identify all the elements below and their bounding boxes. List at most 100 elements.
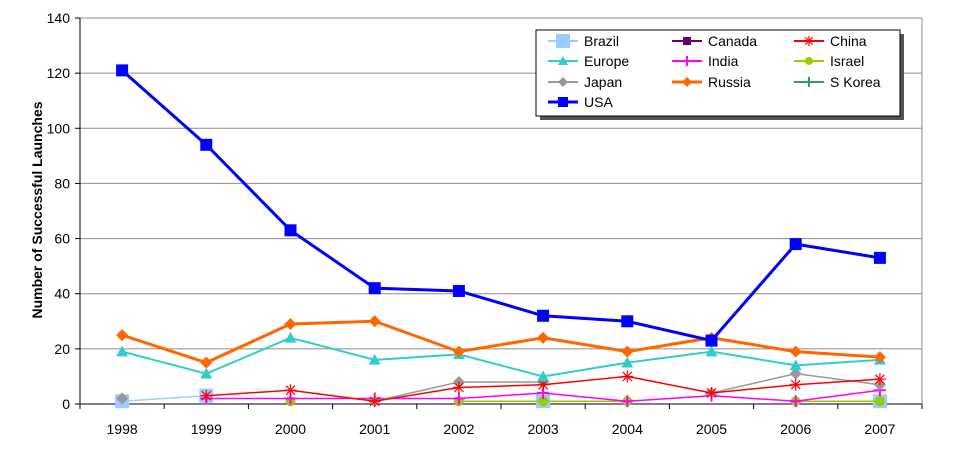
- x-tick-label: 2003: [528, 421, 559, 437]
- x-axis-ticks: 1998 1999 2000 2001 2002 2003 2004 2005 2006 2007: [79, 404, 923, 437]
- data-point-china: [368, 395, 381, 408]
- data-point-europe: [705, 345, 718, 357]
- legend-swatch-marker: [556, 34, 570, 48]
- legend-label: Canada: [708, 33, 757, 49]
- legend-label: Japan: [584, 74, 622, 90]
- legend-entry-brazil: Brazil: [548, 33, 619, 49]
- data-point-europe: [284, 331, 297, 343]
- legend-swatch-marker: [683, 37, 691, 45]
- data-point-japan: [116, 392, 129, 405]
- series-china: [200, 370, 886, 408]
- data-point-china: [452, 381, 465, 394]
- legend-label: Russia: [708, 74, 751, 90]
- y-axis-label: Number of Successful Launches: [29, 101, 45, 318]
- data-point-russia: [116, 329, 129, 342]
- legend-entry-canada: Canada: [672, 33, 757, 49]
- data-point-europe: [537, 370, 550, 382]
- data-point-europe: [200, 367, 213, 379]
- legend-swatch-marker: [682, 77, 692, 87]
- data-point-india: [621, 395, 634, 408]
- legend-swatch-marker: [558, 56, 568, 65]
- legend-swatch-marker: [558, 77, 568, 87]
- y-tick-label: 40: [54, 286, 70, 302]
- series-usa: [116, 64, 886, 347]
- legend-label: Europe: [584, 53, 629, 69]
- x-tick-label: 1999: [191, 421, 222, 437]
- x-tick-label: 2002: [443, 421, 474, 437]
- y-tick-label: 120: [47, 65, 71, 81]
- series-line-russia: [121, 319, 880, 365]
- data-point-russia: [284, 318, 297, 331]
- legend-label: USA: [584, 94, 613, 110]
- series-line-europe: [121, 336, 880, 378]
- y-tick-label: 60: [54, 231, 70, 247]
- legend: Brazil Canada China Europe India Israel Japan R…: [535, 29, 904, 120]
- data-point-india: [452, 392, 465, 405]
- data-point-israel: [874, 396, 885, 407]
- legend-swatch-marker: [558, 97, 568, 107]
- legend-entry-s-korea: S Korea: [794, 74, 881, 90]
- legend-entry-china: China: [794, 33, 867, 49]
- data-point-china: [537, 378, 550, 391]
- data-point-india: [789, 395, 802, 408]
- y-tick-label: 80: [54, 175, 70, 191]
- legend-label: Israel: [830, 53, 864, 69]
- data-point-china: [789, 378, 802, 391]
- x-tick-label: 2004: [612, 421, 643, 437]
- y-tick-label: 20: [54, 341, 70, 357]
- y-axis-ticks: 0 20 40 60 80 100 120 140: [47, 10, 80, 412]
- legend-label: India: [708, 53, 739, 69]
- x-tick-label: 2001: [359, 421, 390, 437]
- legend-entry-japan: Japan: [548, 74, 622, 90]
- x-tick-label: 2000: [275, 421, 306, 437]
- data-point-usa: [789, 238, 802, 251]
- data-point-russia: [621, 345, 634, 358]
- data-point-china: [284, 384, 297, 397]
- legend-entry-russia: Russia: [672, 74, 751, 90]
- data-point-israel: [538, 396, 549, 407]
- legend-label: Brazil: [584, 33, 619, 49]
- data-point-usa: [116, 64, 129, 77]
- x-tick-label: 2005: [696, 421, 727, 437]
- legend-swatch-marker: [804, 36, 814, 46]
- data-point-usa: [452, 284, 465, 297]
- data-point-japan: [789, 367, 802, 380]
- y-tick-label: 100: [47, 120, 71, 136]
- data-point-russia: [537, 331, 550, 344]
- data-point-russia: [452, 345, 465, 358]
- data-point-usa: [537, 309, 550, 322]
- data-point-europe: [116, 345, 129, 357]
- data-point-russia: [873, 351, 886, 364]
- data-point-usa: [705, 334, 718, 347]
- legend-box: [535, 29, 901, 117]
- series-line-brazil: [122, 394, 207, 402]
- data-point-china: [873, 373, 886, 386]
- data-point-usa: [284, 224, 297, 237]
- legend-entry-israel: Israel: [794, 53, 864, 69]
- legend-label: S Korea: [830, 74, 881, 90]
- legend-swatch-marker: [804, 77, 814, 87]
- legend-label: China: [830, 33, 867, 49]
- data-point-usa: [200, 138, 213, 151]
- legend-swatch-marker: [805, 57, 813, 65]
- data-point-europe: [368, 353, 381, 365]
- data-point-china: [621, 370, 634, 383]
- x-tick-label: 2007: [864, 421, 895, 437]
- data-point-china: [200, 389, 213, 402]
- series-europe: [116, 331, 886, 382]
- data-point-russia: [789, 345, 802, 358]
- data-point-russia: [200, 356, 213, 369]
- legend-entry-usa: USA: [548, 94, 613, 110]
- data-point-russia: [368, 315, 381, 328]
- series-line-usa: [121, 69, 881, 343]
- x-tick-label: 2006: [780, 421, 811, 437]
- series-india: [200, 384, 886, 408]
- data-point-usa: [873, 251, 886, 264]
- y-tick-label: 140: [47, 10, 71, 26]
- data-point-usa: [368, 282, 381, 295]
- data-point-china: [705, 386, 718, 399]
- data-point-europe: [621, 356, 634, 368]
- data-point-europe: [789, 359, 802, 371]
- series-group: [115, 64, 887, 409]
- legend-swatch-marker: [682, 56, 692, 66]
